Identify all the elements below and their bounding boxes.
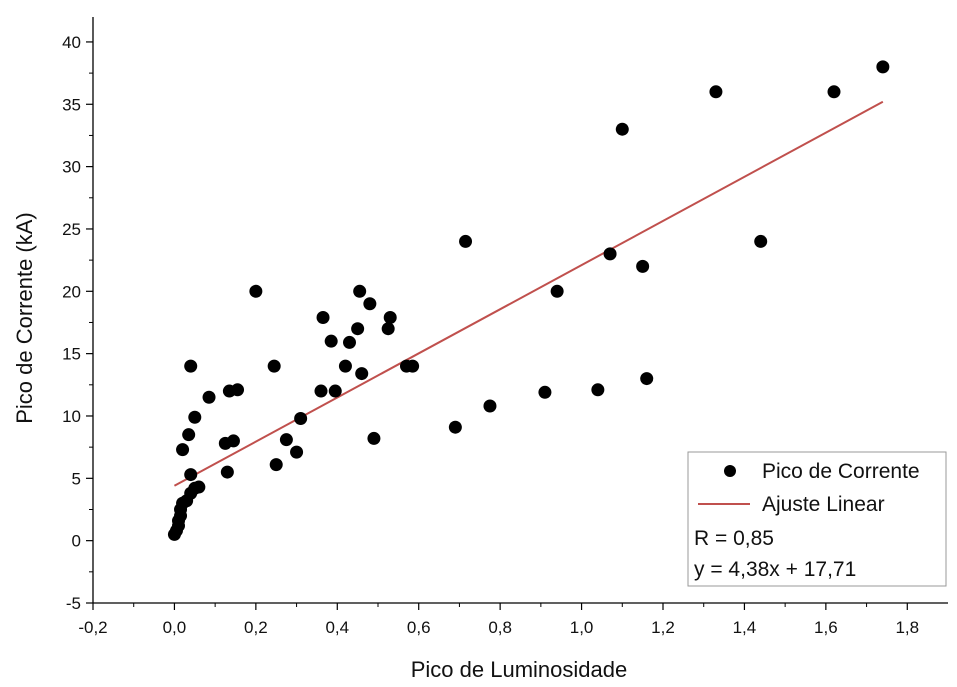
y-tick-label: -5	[66, 594, 81, 613]
data-point	[876, 60, 890, 74]
x-tick-label: 0,8	[488, 618, 512, 637]
data-point	[448, 420, 462, 434]
data-point	[267, 359, 281, 373]
data-point	[294, 411, 308, 425]
data-point	[324, 334, 338, 348]
data-point	[754, 234, 768, 248]
x-tick-label: 1,6	[814, 618, 838, 637]
y-tick-label: 15	[62, 345, 81, 364]
x-tick-label: 0,0	[163, 618, 187, 637]
data-point	[709, 85, 723, 99]
fit-line-layer	[173, 100, 884, 487]
data-point	[184, 468, 198, 482]
y-tick-label: 5	[72, 469, 81, 488]
data-point	[188, 410, 202, 424]
data-point	[640, 372, 654, 386]
y-tick-label: 0	[72, 532, 81, 551]
legend-label-line: Ajuste Linear	[762, 493, 885, 516]
data-point	[351, 322, 365, 336]
data-point	[591, 383, 605, 397]
data-point	[827, 85, 841, 99]
axis-titles: Pico de Luminosidade Pico de Corrente (k…	[12, 212, 627, 682]
data-point	[353, 284, 367, 298]
x-tick-label: 0,4	[325, 618, 349, 637]
axes: -0,2 0,0 0,2 0,4 0,6 0,8 1,0 1,2 1,4 1,6 1,8 -5 0 5 10…	[62, 17, 948, 637]
data-point	[636, 259, 650, 273]
data-point	[538, 385, 552, 399]
data-point	[338, 359, 352, 373]
data-point	[226, 434, 240, 448]
annotation-equation: y = 4,38x + 17,71	[694, 558, 856, 581]
data-point	[316, 310, 330, 324]
data-point	[603, 247, 617, 261]
data-point	[363, 297, 377, 311]
data-point	[459, 234, 473, 248]
x-tick-label: 0,2	[244, 618, 268, 637]
data-point	[176, 443, 190, 457]
data-point	[279, 433, 293, 447]
y-tick-label: 30	[62, 158, 81, 177]
legend-label-scatter: Pico de Corrente	[762, 460, 920, 483]
y-tick-label: 35	[62, 95, 81, 114]
x-tick-label: 1,2	[651, 618, 675, 637]
x-tick-label: 1,0	[570, 618, 594, 637]
data-point	[615, 122, 629, 136]
x-tick-label: 0,6	[407, 618, 431, 637]
fit-line	[173, 100, 884, 487]
data-point	[184, 359, 198, 373]
data-point	[192, 480, 206, 494]
x-tick-label: 1,4	[733, 618, 757, 637]
data-point	[381, 322, 395, 336]
y-tick-label: 40	[62, 33, 81, 52]
data-point	[483, 399, 497, 413]
data-point	[182, 428, 196, 442]
x-tick-label: -0,2	[78, 618, 107, 637]
data-point	[367, 431, 381, 445]
x-tick-label: 1,8	[895, 618, 919, 637]
data-point	[550, 284, 564, 298]
y-axis-title: Pico de Corrente (kA)	[12, 212, 37, 424]
data-point	[343, 335, 356, 349]
x-axis-title: Pico de Luminosidade	[411, 657, 627, 682]
y-tick-label: 20	[62, 282, 81, 301]
data-point	[406, 359, 420, 373]
data-point	[290, 445, 304, 459]
y-tick-label: 25	[62, 220, 81, 239]
data-point	[249, 284, 263, 298]
annotation-r-value: R = 0,85	[694, 527, 774, 550]
data-point	[314, 384, 328, 398]
data-point	[355, 367, 369, 381]
data-point	[328, 384, 342, 398]
data-point	[220, 465, 234, 479]
data-points-layer	[167, 60, 890, 541]
legend-marker-scatter	[724, 465, 736, 477]
y-tick-label: 10	[62, 407, 81, 426]
data-point	[269, 458, 283, 472]
legend: Pico de Corrente Ajuste Linear R = 0,85 …	[687, 451, 947, 587]
data-point	[202, 390, 216, 404]
data-point	[383, 310, 397, 324]
data-point	[231, 383, 245, 397]
